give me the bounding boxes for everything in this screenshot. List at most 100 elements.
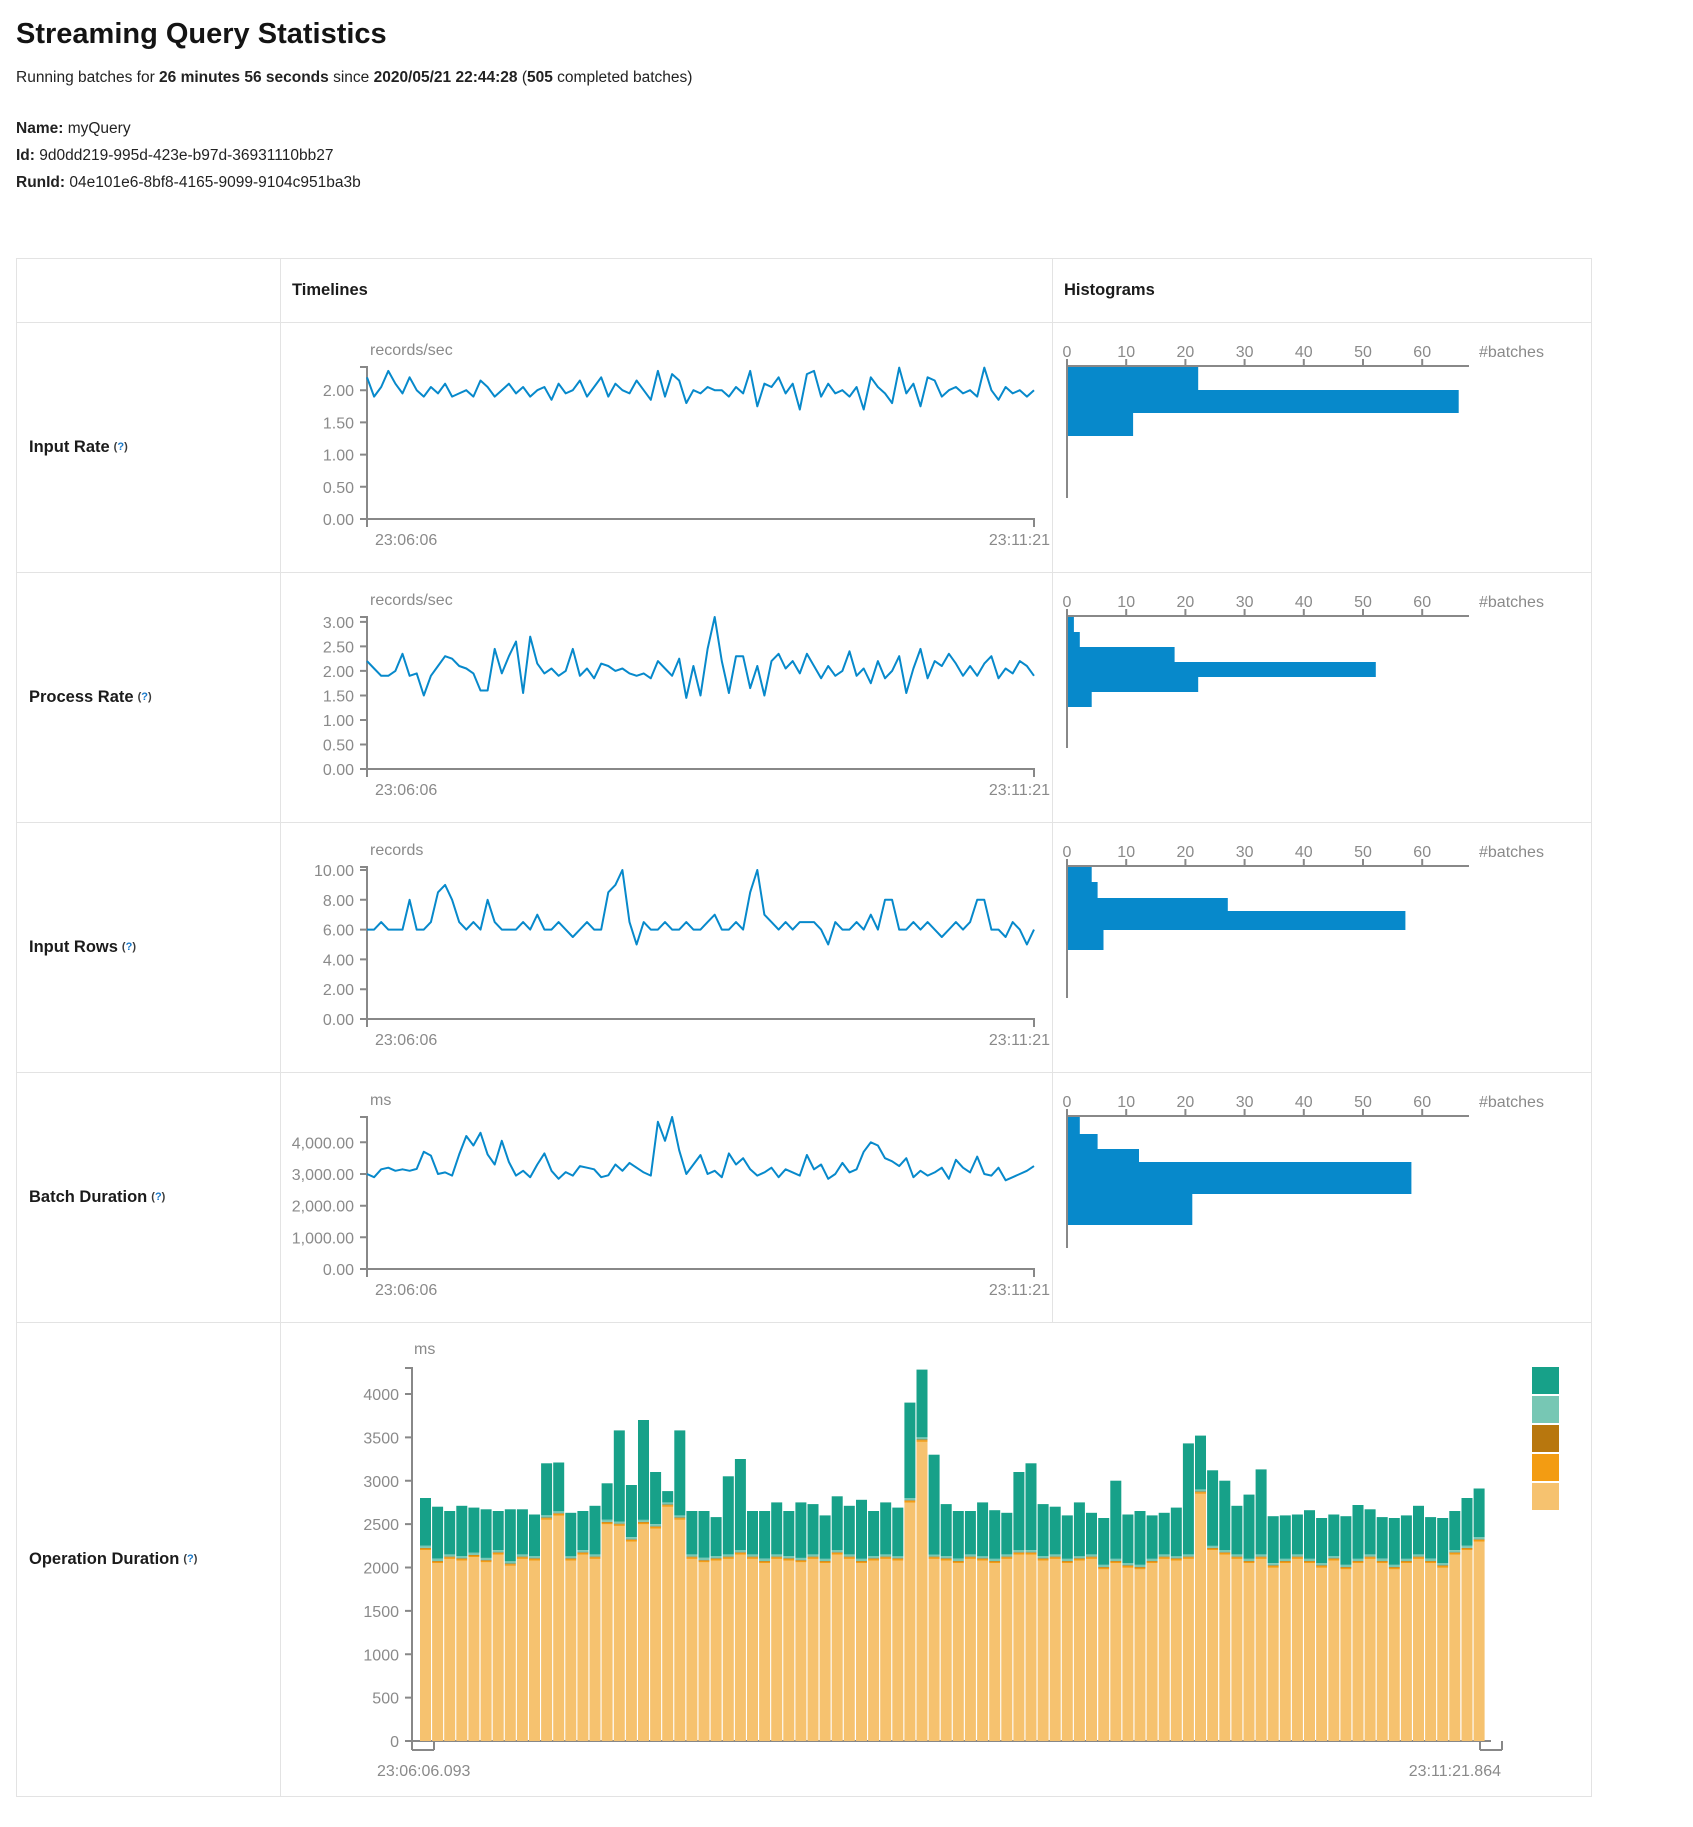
stacked-bar-segment	[868, 1559, 880, 1561]
help-tooltip-input-rows[interactable]: (?)	[121, 940, 136, 953]
stacked-bar-segment	[1437, 1518, 1449, 1564]
stacked-bar-segment	[1425, 1563, 1437, 1741]
stacked-bar-segment	[1316, 1567, 1328, 1741]
stacked-bar-segment	[516, 1558, 528, 1741]
stacked-bar-segment	[819, 1558, 831, 1561]
help-tooltip-operation-duration[interactable]: (?)	[183, 1552, 198, 1565]
stacked-bar-segment	[1461, 1498, 1473, 1546]
stacked-bar-segment	[734, 1459, 746, 1551]
histogram-bar	[1068, 617, 1074, 632]
stacked-bar-segment	[456, 1505, 468, 1557]
histogram-bar	[1068, 367, 1199, 390]
x-start-label: 23:06:06	[375, 1282, 437, 1299]
timeline-line	[367, 869, 1035, 946]
stacked-bar-segment	[529, 1514, 540, 1557]
stacked-bar-segment	[1231, 1556, 1243, 1558]
x-tick-label: 10	[1117, 594, 1135, 611]
stacked-bar-segment	[1267, 1516, 1279, 1563]
stacked-bar-segment	[1231, 1505, 1243, 1555]
stacked-bar-segment	[1013, 1472, 1025, 1551]
stacked-bar-segment	[1061, 1561, 1073, 1564]
x-tick-label: 60	[1413, 594, 1431, 611]
run-duration: 26 minutes 56 seconds	[159, 69, 329, 86]
query-id-label: Id:	[16, 147, 35, 164]
stacked-bar-segment	[734, 1552, 746, 1555]
stacked-bar-segment	[868, 1560, 880, 1741]
stacked-bar-segment	[650, 1472, 662, 1524]
stacked-bar-segment	[771, 1558, 783, 1741]
histogram-bar	[1068, 1117, 1080, 1134]
stacked-bar-segment	[1291, 1556, 1303, 1558]
stacked-bar-segment	[1219, 1554, 1231, 1741]
stacked-bar-segment	[1195, 1435, 1206, 1490]
stacked-bar-segment	[1134, 1511, 1146, 1565]
stacked-bar-segment	[1037, 1504, 1049, 1557]
stacked-bar-segment	[686, 1556, 698, 1558]
y-tick-label: 4000	[363, 1387, 399, 1404]
stacked-bar-segment	[1304, 1510, 1315, 1559]
stacked-bar-segment	[577, 1554, 589, 1741]
stacked-bar-segment	[843, 1556, 855, 1558]
x-start-label: 23:06:06	[375, 532, 437, 549]
stacked-bar-segment	[541, 1517, 553, 1519]
stacked-bar-segment	[1037, 1560, 1049, 1741]
stacked-bar-segment	[1243, 1560, 1255, 1562]
legend-swatch	[1532, 1396, 1559, 1423]
stacked-bar-segment	[1122, 1565, 1134, 1566]
stacked-bar-segment	[504, 1509, 516, 1562]
stacked-bar-segment	[1013, 1554, 1025, 1741]
stacked-bar-segment	[1073, 1502, 1085, 1557]
stacked-bar-segment	[1049, 1558, 1061, 1741]
stacked-bar-segment	[1098, 1518, 1110, 1565]
stacked-bar-segment	[516, 1557, 528, 1559]
stacked-bar-segment	[1243, 1558, 1255, 1561]
y-tick-label: 4.00	[323, 952, 354, 969]
x-tick-label: 60	[1413, 344, 1431, 361]
x-tick-label: 20	[1177, 844, 1195, 861]
stacked-bar-segment	[613, 1523, 625, 1525]
x-tick-label: 50	[1354, 844, 1372, 861]
stacked-bar-segment	[674, 1517, 686, 1519]
stacked-bar-segment	[638, 1524, 649, 1741]
stacked-bar-segment	[1025, 1550, 1037, 1553]
stacked-bar-segment	[1364, 1558, 1376, 1741]
stacked-bar-segment	[432, 1563, 444, 1741]
stacked-bar-segment	[1316, 1565, 1328, 1566]
x-end-label: 23:11:21	[989, 532, 1050, 549]
stacked-bar-segment	[1425, 1517, 1437, 1559]
stacked-bar-segment	[771, 1502, 783, 1555]
stacked-bar-segment	[747, 1557, 758, 1559]
histogram-bar	[1068, 898, 1228, 911]
stacked-bar-segment	[589, 1505, 601, 1555]
help-tooltip-batch-duration[interactable]: (?)	[151, 1190, 166, 1203]
stacked-bar-segment	[492, 1554, 504, 1741]
stacked-bar-segment	[989, 1563, 1001, 1741]
stacked-bar-segment	[674, 1519, 686, 1741]
stacked-bar-segment	[1134, 1564, 1146, 1567]
batch-duration-timeline-chart: ms 0.00 1,000.00 2,000.00 3,000.00 4,000.00 23…	[281, 1073, 1053, 1323]
stacked-bar-segment	[1073, 1559, 1085, 1561]
stacked-bar-segment	[1001, 1554, 1013, 1557]
stacked-bar-segment	[807, 1557, 819, 1559]
help-tooltip-input-rate[interactable]: (?)	[113, 440, 128, 453]
row-label-input-rows: Input Rows (?)	[17, 823, 281, 1073]
help-tooltip-process-rate[interactable]: (?)	[137, 690, 152, 703]
axes	[1066, 1109, 1469, 1248]
query-meta: Name: myQuery Id: 9d0dd219-995d-423e-b97…	[16, 115, 1677, 196]
stacked-bar-segment	[1449, 1511, 1461, 1550]
x-start-label: 23:06:06.093	[377, 1763, 471, 1780]
stacked-bar-segment	[1279, 1561, 1291, 1564]
stacked-bar-segment	[601, 1524, 613, 1741]
histogram-bar	[1068, 632, 1080, 647]
stacked-bar-segment	[1328, 1558, 1340, 1559]
stacked-bar-segment	[892, 1559, 904, 1561]
stacked-bar-segment	[1182, 1554, 1194, 1557]
stacked-bar-segment	[916, 1440, 928, 1442]
stacked-bar-segment	[1425, 1558, 1437, 1561]
stacked-bar-segment	[880, 1558, 892, 1741]
row-label-process-rate: Process Rate (?)	[17, 573, 281, 823]
stacked-bar-segment	[1243, 1561, 1255, 1564]
stacked-bar-segment	[1122, 1566, 1134, 1568]
stacked-bar-segment	[1291, 1557, 1303, 1559]
histogram-bar	[1068, 930, 1104, 950]
